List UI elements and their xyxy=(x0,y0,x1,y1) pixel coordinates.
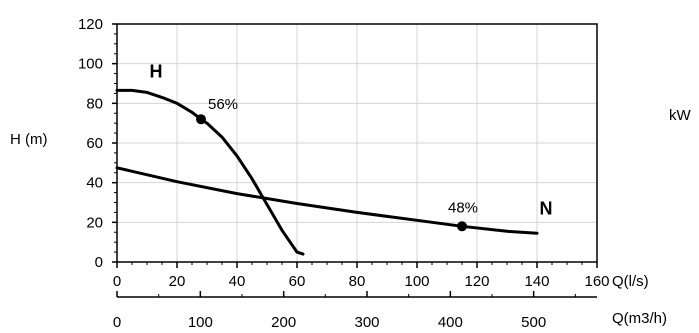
y-axis-title: H (m) xyxy=(10,131,48,148)
y-tick-label: 20 xyxy=(86,214,103,231)
x-tick-label: 80 xyxy=(349,273,366,290)
series-label-h: H xyxy=(150,62,163,82)
y2-axis-title: kW xyxy=(669,107,692,124)
x-tick-label: 140 xyxy=(524,273,549,290)
efficiency-label: 48% xyxy=(448,199,478,216)
series-line-h xyxy=(115,88,305,256)
y-tick-label: 60 xyxy=(86,135,103,152)
y-tick-label: 100 xyxy=(78,56,103,73)
series-label-n: N xyxy=(540,198,553,218)
x-tick-label: 120 xyxy=(464,273,489,290)
x2-tick-label: 400 xyxy=(438,314,463,331)
y-tick-label: 0 xyxy=(95,254,103,271)
x-tick-label: 0 xyxy=(113,273,121,290)
y-tick-label: 120 xyxy=(78,16,103,33)
x2-tick-label: 0 xyxy=(113,314,121,331)
x-tick-label: 40 xyxy=(229,273,246,290)
efficiency-point xyxy=(457,221,467,232)
x-tick-label: 60 xyxy=(289,273,306,290)
series-line-n xyxy=(115,166,539,235)
x2-tick-label: 200 xyxy=(271,314,296,331)
x2-axis-title: Q(m3/h) xyxy=(612,310,667,327)
efficiency-label: 56% xyxy=(208,96,238,113)
y-tick-label: 40 xyxy=(86,175,103,192)
x-tick-label: 160 xyxy=(584,273,609,290)
x2-tick-label: 100 xyxy=(188,314,213,331)
x2-tick-label: 500 xyxy=(521,314,546,331)
x2-tick-label: 300 xyxy=(354,314,379,331)
x-tick-label: 100 xyxy=(404,273,429,290)
x-axis-title: Q(l/s) xyxy=(612,273,649,290)
efficiency-point xyxy=(196,114,206,125)
x-tick-label: 20 xyxy=(169,273,186,290)
y-tick-label: 80 xyxy=(86,95,103,112)
